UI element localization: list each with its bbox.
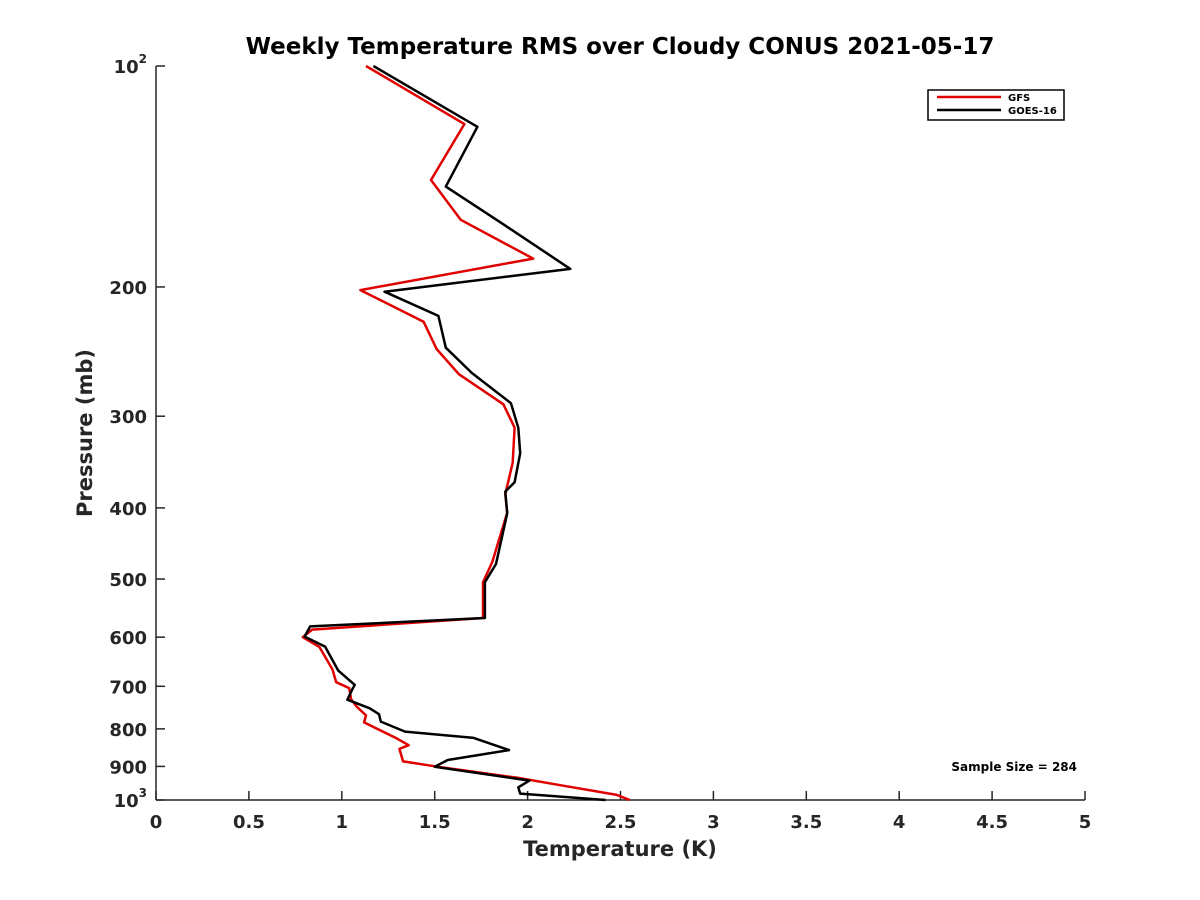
x-tick-label: 1 [336,812,349,833]
x-tick-label: 2.5 [605,812,637,833]
legend: GFS GOES-16 [927,89,1065,121]
chart-title: Weekly Temperature RMS over Cloudy CONUS… [246,34,995,60]
legend-label-gfs: GFS [1008,93,1030,104]
series-line-goes16 [303,64,606,802]
x-axis-label: Temperature (K) [523,837,717,861]
x-tick-label: 1.5 [419,812,451,833]
x-tick-label: 5 [1079,812,1092,833]
series-lines [301,64,631,802]
x-tick-label: 0 [150,812,163,833]
legend-box [927,89,1065,121]
y-tick-label: 300 [109,407,147,428]
y-tick-label: 103 [114,786,147,812]
x-ticks: 0 0.5 1 1.5 2 2.5 3 3.5 4 4.5 5 [150,791,1092,833]
y-tick-base: 10 [114,791,139,812]
y-tick-label: 700 [109,677,147,698]
x-tick-label: 4 [893,812,906,833]
y-tick-base: 10 [114,57,139,78]
x-tick-label: 4.5 [976,812,1008,833]
x-tick-label: 3.5 [790,812,822,833]
x-axis: 0 0.5 1 1.5 2 2.5 3 3.5 4 4.5 5 [150,791,1092,833]
y-tick-label: 900 [109,757,147,778]
y-tick-label: 500 [109,570,147,591]
legend-label-goes16: GOES-16 [1008,106,1057,117]
x-tick-label: 0.5 [233,812,265,833]
y-tick-exponent: 2 [139,52,147,66]
x-tick-label: 2 [521,812,534,833]
y-tick-label: 600 [109,628,147,649]
y-axis-label: Pressure (mb) [73,349,97,517]
y-tick-label: 200 [109,278,147,299]
y-tick-label: 800 [109,720,147,741]
y-tick-label: 102 [114,52,147,78]
y-tick-label: 400 [109,499,147,520]
y-tick-exponent: 3 [139,786,147,800]
x-tick-label: 3 [707,812,720,833]
sample-size-annotation: Sample Size = 284 [951,760,1077,774]
